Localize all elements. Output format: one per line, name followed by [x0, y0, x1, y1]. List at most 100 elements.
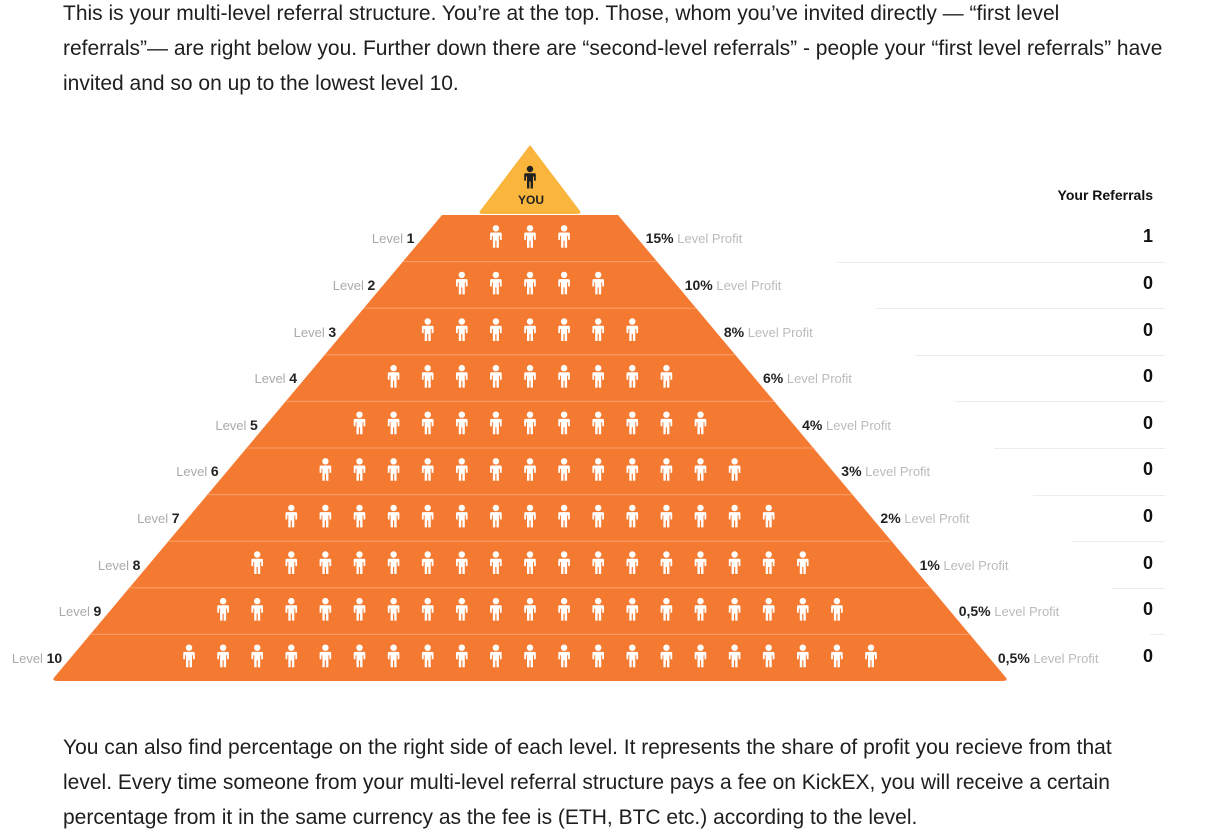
- profit-suffix: Level Profit: [712, 277, 782, 293]
- level-label: Level 7: [40, 510, 180, 526]
- profit-percent: 10%: [684, 276, 713, 293]
- person-icon: [592, 504, 604, 528]
- person-icon: [285, 597, 298, 621]
- referral-count: 0: [1142, 505, 1153, 526]
- person-icon: [626, 458, 639, 481]
- referral-row-divider: [1111, 587, 1165, 589]
- referral-count: 0: [1142, 272, 1153, 293]
- person-icon: [421, 551, 434, 574]
- person-icon: [387, 551, 400, 574]
- person-icon: [592, 411, 604, 435]
- profit-suffix: Level Profit: [1029, 650, 1099, 666]
- person-icon: [490, 364, 502, 388]
- person-icon: [524, 318, 536, 341]
- level-word: Level: [97, 557, 133, 573]
- referral-row-divider: [837, 261, 1165, 263]
- referral-row-divider: [1032, 494, 1165, 496]
- person-icon: [456, 364, 468, 388]
- referral-count: 0: [1142, 599, 1153, 620]
- referral-count: 0: [1142, 319, 1153, 340]
- person-icon: [797, 644, 809, 668]
- profit-suffix: Level Profit: [673, 231, 743, 247]
- person-icon: [183, 644, 195, 668]
- referral-row-divider: [954, 401, 1165, 403]
- person-icon: [353, 458, 366, 481]
- referral-row-divider: [876, 308, 1165, 310]
- person-icon: [558, 271, 570, 295]
- person-icon: [387, 597, 400, 621]
- person-icon: [387, 411, 400, 435]
- person-icon: [421, 504, 434, 528]
- level-word: Level: [58, 604, 94, 620]
- person-icon: [831, 597, 843, 621]
- person-icon: [728, 597, 741, 621]
- level-profit: 0,5% Level Profit: [959, 603, 1060, 619]
- person-icon: [217, 597, 229, 621]
- person-icon: [626, 644, 639, 668]
- level-word: Level: [176, 464, 211, 480]
- profit-percent: 1%: [919, 556, 940, 573]
- person-icon: [797, 597, 809, 621]
- person-icon: [285, 551, 298, 574]
- level-number: 3: [328, 323, 337, 340]
- profit-suffix: Level Profit: [783, 371, 852, 387]
- person-icon: [456, 551, 468, 574]
- person-icon: [421, 364, 434, 388]
- level-number: 2: [367, 276, 376, 293]
- person-icon: [592, 644, 604, 668]
- level-word: Level: [293, 324, 329, 340]
- profit-suffix: Level Profit: [939, 557, 1009, 573]
- level-profit: 3% Level Profit: [841, 463, 930, 479]
- person-icon: [456, 318, 468, 341]
- level-label: Level 3: [196, 323, 337, 340]
- person-icon: [490, 597, 502, 621]
- level-number: 10: [46, 649, 63, 666]
- level-profit: 1% Level Profit: [920, 557, 1009, 573]
- level-label: Level 8: [0, 557, 141, 573]
- level-word: Level: [371, 231, 407, 247]
- person-icon: [421, 318, 434, 341]
- profit-percent: 2%: [880, 509, 901, 526]
- referral-row-divider: [1150, 634, 1165, 636]
- person-icon: [421, 411, 434, 435]
- person-icon: [319, 551, 332, 574]
- level-profit: 10% Level Profit: [685, 277, 782, 293]
- profit-percent: 0,5%: [997, 649, 1030, 666]
- person-icon: [660, 644, 673, 668]
- referral-count: 1: [1142, 226, 1153, 247]
- person-icon: [797, 551, 809, 574]
- person-icon: [490, 551, 502, 574]
- person-icon: [558, 225, 570, 248]
- person-icon: [728, 504, 741, 528]
- person-icon: [660, 597, 673, 621]
- person-icon: [660, 411, 673, 435]
- level-number: 1: [406, 230, 415, 247]
- person-icon: [660, 364, 673, 388]
- profit-suffix: Level Profit: [822, 417, 892, 433]
- person-icon: [728, 551, 741, 574]
- person-icon: [490, 318, 502, 341]
- intro-paragraph: This is your multi-level referral struct…: [63, 2, 1163, 95]
- person-icon: [456, 504, 468, 528]
- person-icon: [524, 597, 536, 621]
- person-icon: [728, 644, 741, 668]
- person-icon: [660, 504, 673, 528]
- level-number: 7: [171, 509, 180, 526]
- person-icon: [626, 318, 639, 341]
- level-profit: 15% Level Profit: [646, 230, 743, 246]
- person-icon: [319, 597, 332, 621]
- level-word: Level: [215, 417, 251, 433]
- person-icon: [353, 504, 366, 528]
- person-icon: [592, 597, 604, 621]
- level-number: 6: [210, 463, 219, 480]
- person-icon: [558, 458, 570, 481]
- person-icon: [421, 458, 434, 481]
- person-icon: [694, 411, 707, 435]
- referral-count: 0: [1142, 552, 1153, 573]
- person-icon: [285, 644, 298, 668]
- person-icon: [353, 644, 366, 668]
- person-icon: [660, 551, 673, 574]
- person-icon: [490, 225, 502, 248]
- person-icon: [456, 411, 468, 435]
- person-icon: [353, 411, 366, 435]
